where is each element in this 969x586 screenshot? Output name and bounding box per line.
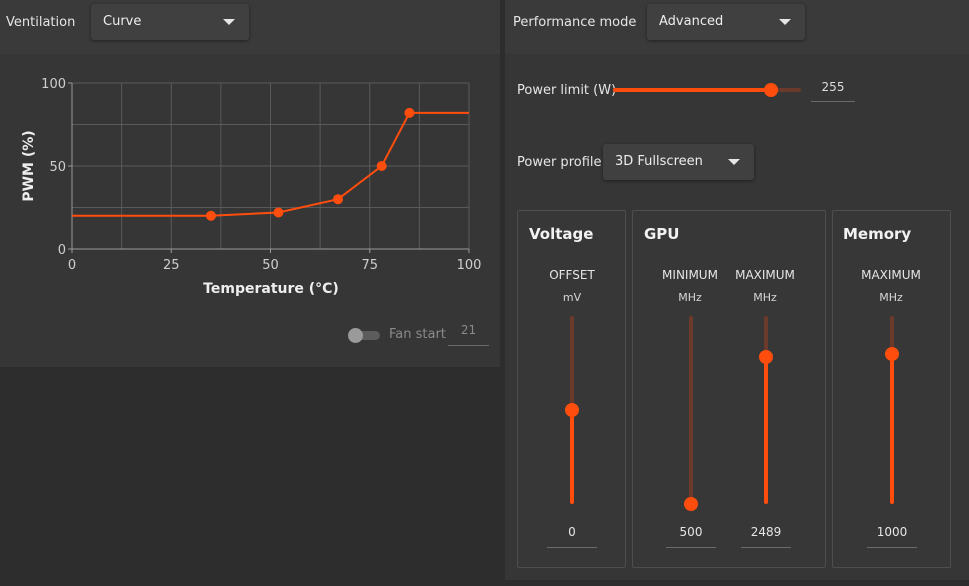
slider-thumb[interactable] — [565, 403, 579, 417]
gpu-minimum-label: MINIMUM — [662, 268, 718, 282]
gpu-minimum-slider[interactable] — [684, 316, 698, 511]
slider-thumb[interactable] — [885, 346, 899, 361]
chevron-down-icon — [728, 159, 740, 165]
x-tick-label: 25 — [163, 258, 180, 273]
slider-fill — [570, 410, 574, 504]
slider-fill — [890, 353, 894, 504]
chevron-down-icon — [223, 19, 235, 25]
memory-maximum-slider[interactable] — [885, 316, 899, 504]
pane-divider[interactable] — [500, 0, 505, 586]
voltage-offset-input[interactable]: 0 — [547, 525, 597, 548]
x-tick-label: 100 — [457, 258, 482, 273]
memory-maximum-unit: MHz — [879, 291, 903, 304]
y-axis-label: PWM (%) — [21, 130, 37, 201]
fan-curve-points — [205, 107, 415, 221]
voltage-offset-unit: mV — [562, 291, 582, 304]
slider-fill — [764, 357, 768, 504]
curve-point[interactable] — [273, 207, 284, 218]
toggle-knob — [348, 328, 363, 343]
x-tick-label: 0 — [68, 258, 76, 273]
slider-fill — [613, 88, 771, 92]
power-limit-input[interactable]: 255 — [811, 80, 855, 102]
power-profile-value: 3D Fullscreen — [615, 154, 703, 169]
power-profile-label: Power profile — [517, 155, 602, 170]
fan-start-input[interactable]: 21 — [448, 323, 489, 346]
gpu-minimum-unit: MHz — [678, 291, 702, 304]
memory-maximum-input[interactable]: 1000 — [867, 525, 917, 548]
memory-title: Memory — [843, 225, 912, 243]
power-profile-dropdown[interactable]: 3D Fullscreen — [603, 144, 754, 180]
gpu-maximum-unit: MHz — [753, 291, 777, 304]
curve-point[interactable] — [205, 210, 216, 221]
voltage-offset-label: OFFSET — [549, 268, 595, 282]
fan-start-label: Fan start — [389, 327, 446, 342]
ventilation-label: Ventilation — [6, 15, 76, 30]
gpu-group — [632, 210, 826, 568]
performance-mode-label: Performance mode — [513, 15, 637, 30]
gpu-minimum-input[interactable]: 500 — [666, 525, 716, 548]
fan-curve-panel — [0, 54, 500, 367]
gpu-maximum-input[interactable]: 2489 — [741, 525, 791, 548]
curve-point[interactable] — [376, 161, 387, 171]
y-tick-label: 100 — [41, 77, 66, 92]
y-tick-label: 50 — [49, 160, 66, 175]
slider-thumb[interactable] — [684, 497, 698, 511]
gpu-maximum-slider[interactable] — [759, 316, 773, 504]
voltage-title: Voltage — [529, 225, 594, 243]
voltage-offset-slider[interactable] — [565, 316, 579, 504]
chevron-down-icon — [779, 19, 791, 25]
curve-point[interactable] — [332, 194, 343, 205]
gpu-title: GPU — [644, 225, 680, 243]
power-limit-slider[interactable] — [613, 80, 801, 100]
x-tick-label: 75 — [361, 258, 378, 273]
performance-mode-dropdown[interactable]: Advanced — [647, 4, 805, 40]
slider-thumb[interactable] — [763, 83, 778, 97]
memory-maximum-label: MAXIMUM — [861, 268, 921, 282]
gpu-maximum-label: MAXIMUM — [735, 268, 795, 282]
slider-thumb[interactable] — [759, 350, 773, 365]
power-limit-label: Power limit (W) — [517, 83, 617, 98]
fan-curve-chart[interactable]: 0 25 50 75 100 0 50 100 Temperature (°C) PWM (%… — [0, 60, 500, 310]
x-tick-label: 50 — [262, 258, 279, 273]
ventilation-header — [0, 0, 500, 54]
curve-point[interactable] — [404, 107, 415, 118]
chart-ticks: 0 25 50 75 100 0 50 100 — [41, 77, 481, 273]
toggle-track — [350, 331, 380, 340]
ventilation-mode-value: Curve — [103, 14, 142, 29]
slider-track — [689, 316, 693, 504]
performance-mode-value: Advanced — [659, 14, 724, 29]
ventilation-mode-dropdown[interactable]: Curve — [91, 4, 249, 40]
x-axis-label: Temperature (°C) — [203, 281, 339, 297]
y-tick-label: 0 — [58, 243, 66, 258]
fan-start-toggle[interactable] — [348, 328, 380, 343]
